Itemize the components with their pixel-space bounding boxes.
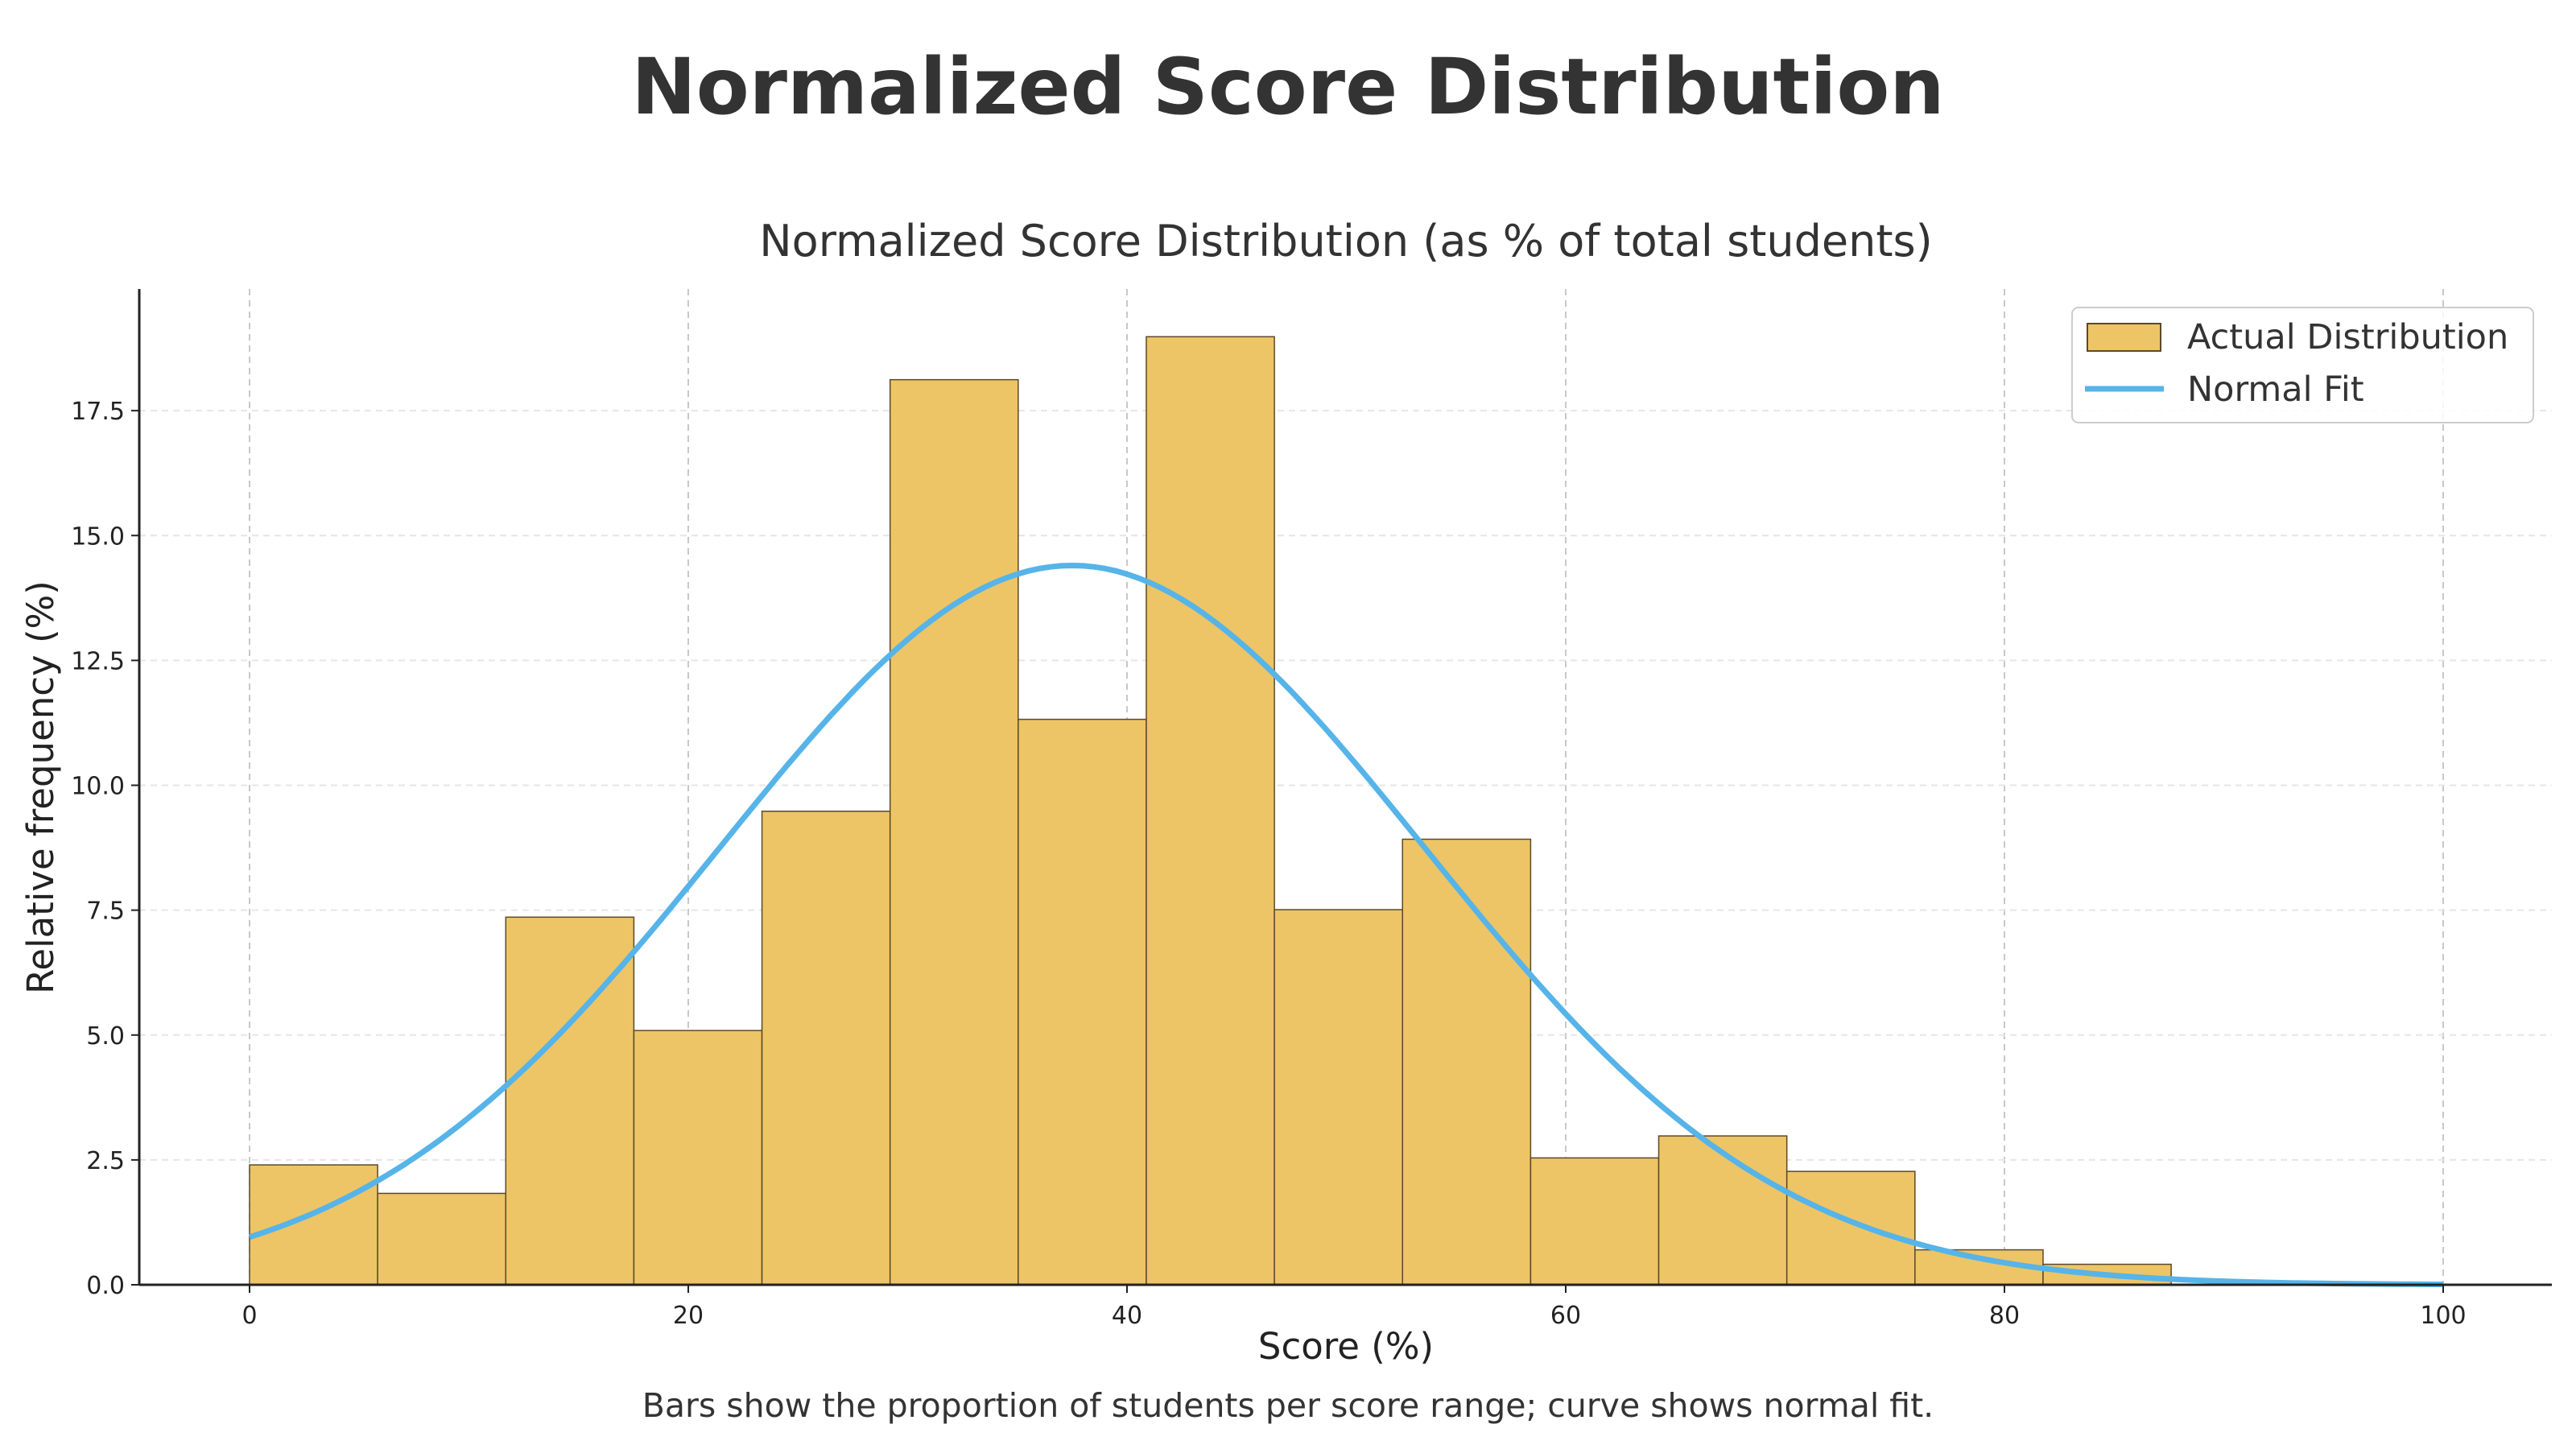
legend-label-actual: Actual Distribution (2187, 317, 2508, 357)
y-tick-label: 10.0 (71, 773, 125, 801)
page-title: Normalized Score Distribution (631, 42, 1945, 132)
y-tick-label: 0.0 (86, 1272, 125, 1300)
histogram-bar (761, 811, 891, 1286)
histogram-bar (1785, 1170, 1916, 1286)
y-tick-label: 17.5 (71, 398, 125, 426)
y-tick-label: 2.5 (86, 1147, 125, 1175)
x-tick-label: 20 (673, 1302, 704, 1330)
x-tick-label: 100 (2420, 1302, 2466, 1330)
histogram-bar (889, 378, 1019, 1286)
histogram-bar (1146, 336, 1275, 1286)
y-tick-label: 12.5 (71, 647, 125, 675)
histogram-bar (1657, 1135, 1788, 1286)
normal-fit-curve (248, 562, 2443, 1287)
histogram-bar (1018, 718, 1147, 1286)
x-tick-label: 80 (1989, 1302, 2020, 1330)
y-tick-label: 15.0 (71, 522, 125, 551)
x-axis-label: Score (%) (1258, 1325, 1434, 1368)
x-tick-label: 0 (242, 1302, 257, 1330)
legend-bar-swatch (2087, 323, 2161, 352)
histogram-bar (377, 1192, 507, 1286)
bars (249, 336, 2172, 1286)
histogram-bar (1530, 1157, 1660, 1286)
histogram-bar (1402, 838, 1532, 1286)
histogram-bar (633, 1030, 763, 1286)
x-tick-label: 40 (1112, 1302, 1142, 1330)
x-tick-label: 60 (1550, 1302, 1581, 1330)
legend: Actual Distribution Normal Fit (2071, 307, 2534, 423)
axes: 0 20 40 60 80 100 0.0 2.5 5.0 7.5 10.0 12.5 15.0 17.5 (71, 289, 2552, 1330)
y-tick-label: 5.0 (86, 1022, 125, 1051)
y-tick-label: 7.5 (86, 898, 125, 926)
histogram-bar (249, 1164, 378, 1286)
legend-box (2071, 307, 2534, 423)
histogram-bar (1274, 909, 1404, 1286)
y-axis-label: Relative frequency (%) (19, 580, 62, 994)
chart-title: Normalized Score Distribution (as % of t… (759, 216, 1932, 266)
caption: Bars show the proportion of students per… (642, 1386, 1934, 1425)
legend-label-normal: Normal Fit (2187, 369, 2364, 410)
